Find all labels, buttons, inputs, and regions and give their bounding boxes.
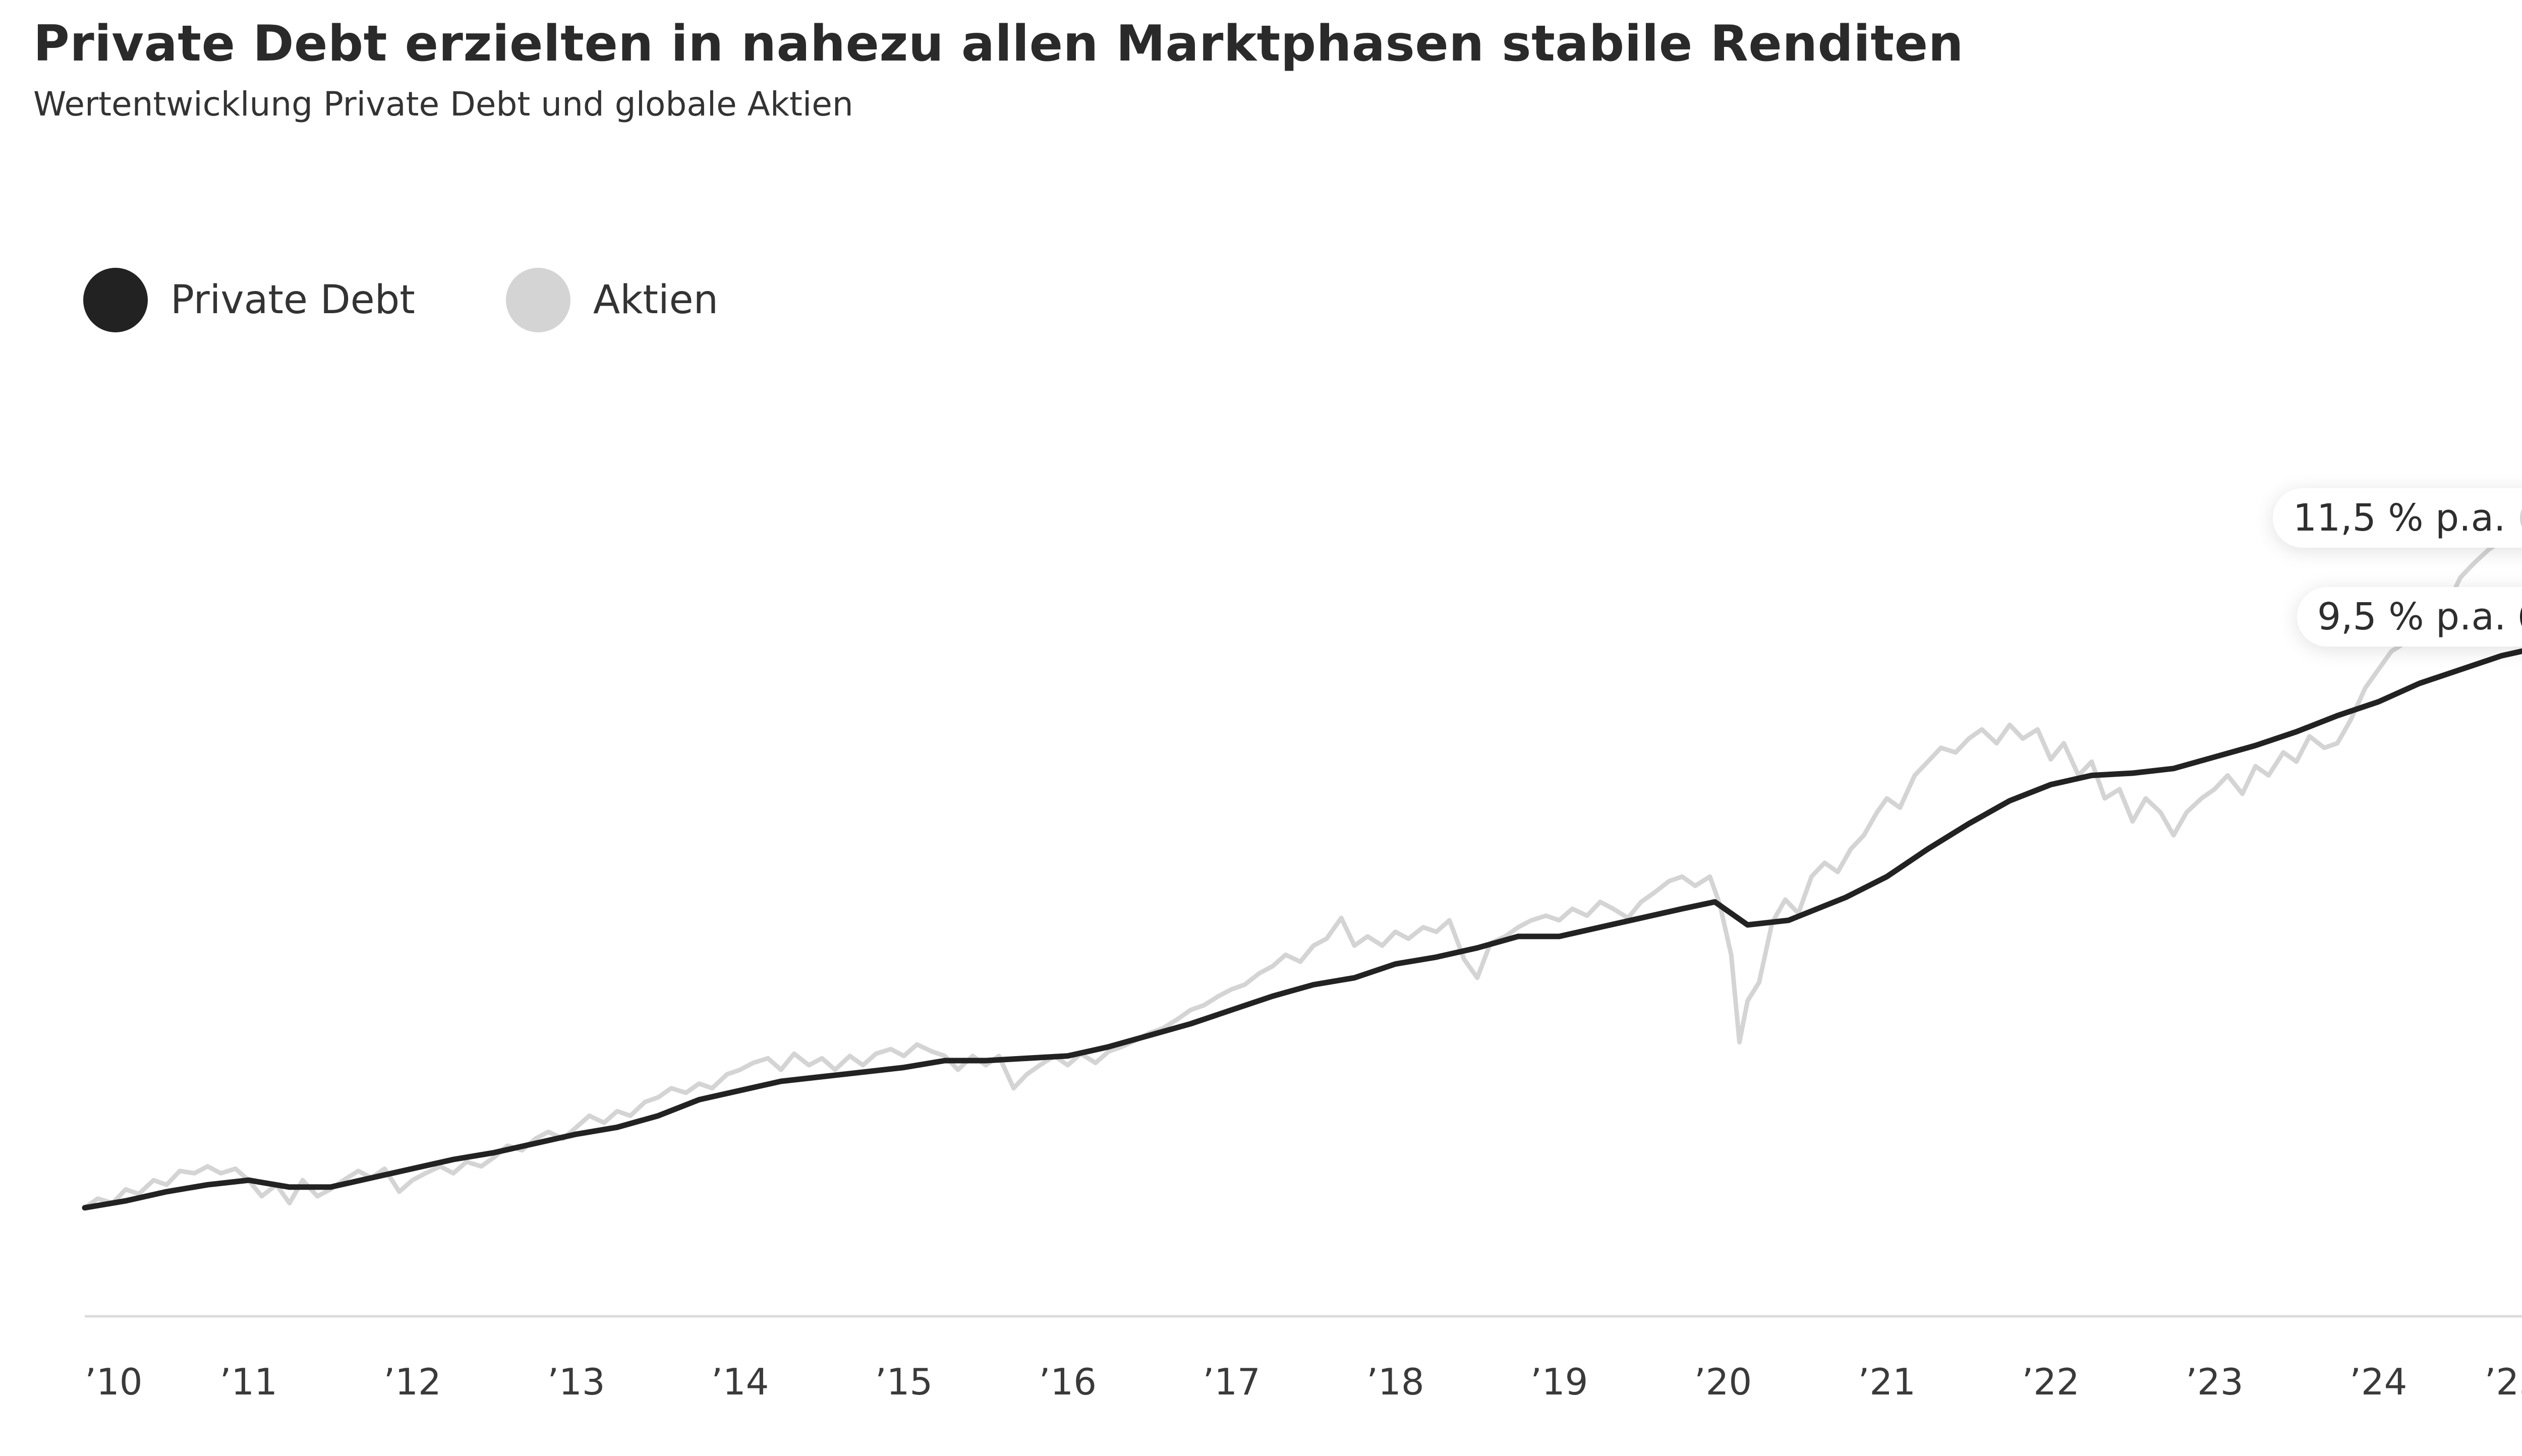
end-label-private-debt: 9,5 % p.a. [2297,587,2522,647]
legend-swatch-private-debt [83,268,148,332]
end-marker-private-debt [2520,594,2522,640]
x-tick-label: ’10 [85,1361,143,1403]
x-tick-label: ’23 [2186,1361,2244,1403]
end-label-aktien-text: 11,5 % p.a. [2293,496,2506,540]
x-tick-label: ’20 [1694,1361,1752,1403]
end-marker-aktien [2519,495,2522,542]
x-axis-ticks: ’10 ’11 ’12 ’13 ’14 ’15 ’16 ’17 ’18 ’19 ’20 ’21 ’22 ’… [85,1361,2522,1403]
series-line-private-debt [82,648,2522,1211]
end-label-private-debt-text: 9,5 % p.a. [2317,595,2506,639]
chart-legend: Private Debt Aktien [83,267,809,333]
x-tick-label: ’18 [1366,1361,1424,1403]
end-label-aktien: 11,5 % p.a. [2273,488,2522,548]
legend-swatch-aktien [505,268,570,332]
x-tick-label: ’14 [711,1361,769,1403]
x-tick-label: ’11 [220,1361,278,1403]
x-tick-label: ’25 [2484,1361,2522,1403]
x-tick-label: ’24 [2349,1361,2408,1403]
chart-subtitle: Wertentwicklung Private Debt und globale… [33,85,853,124]
series-lines [82,519,2522,1211]
x-tick-label: ’21 [1858,1361,1916,1403]
legend-label-aktien: Aktien [593,277,719,323]
x-tick-label: ’17 [1202,1361,1260,1403]
legend-item-private-debt: Private Debt [83,268,415,332]
chart-title: Private Debt erzielten in nahezu allen M… [33,15,1964,73]
x-tick-label: ’12 [383,1361,441,1403]
series-line-aktien [82,519,2522,1210]
x-tick-label: ’22 [2022,1361,2080,1403]
legend-label-private-debt: Private Debt [170,277,415,323]
x-tick-label: ’15 [875,1361,933,1403]
x-tick-label: ’16 [1039,1361,1097,1403]
legend-item-aktien: Aktien [505,268,719,332]
x-tick-label: ’19 [1530,1361,1588,1403]
x-tick-label: ’13 [547,1361,605,1403]
